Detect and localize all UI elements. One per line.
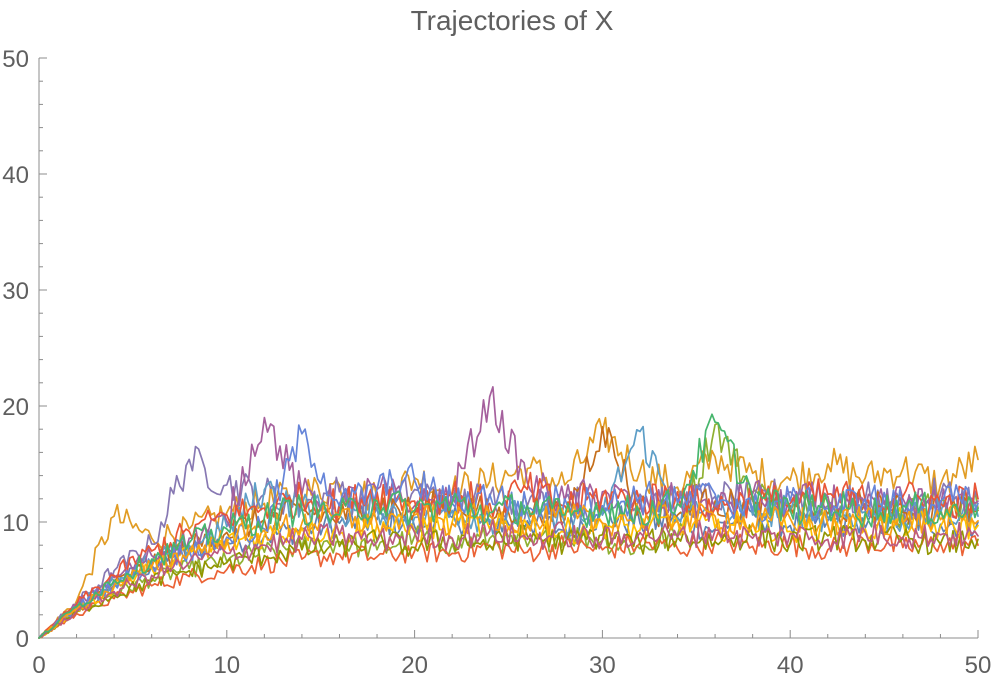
trajectory-series-line (38, 416, 979, 639)
axis-tick-labels: 0 10 20 30 40 50 0 10 20 30 40 50 (2, 46, 991, 679)
x-tick-label: 40 (777, 652, 804, 679)
x-tick-label: 50 (965, 652, 992, 679)
trajectory-series-line (38, 471, 979, 639)
x-tick-label: 20 (401, 652, 428, 679)
trajectory-series-line (38, 424, 979, 639)
y-tick-label: 20 (2, 394, 29, 421)
series-layer (38, 386, 979, 639)
chart-title: Trajectories of X (411, 5, 614, 36)
trajectory-series-line (38, 518, 979, 639)
y-tick-label: 10 (2, 510, 29, 537)
y-tick-label: 40 (2, 162, 29, 189)
trajectory-series-line (38, 413, 979, 639)
x-tick-label: 0 (32, 652, 45, 679)
y-tick-label: 30 (2, 278, 29, 305)
y-tick-label: 0 (16, 626, 29, 653)
axis-ticks (38, 57, 979, 639)
y-tick-label: 50 (2, 46, 29, 73)
x-tick-label: 30 (589, 652, 616, 679)
trajectory-series-line (38, 422, 979, 639)
x-tick-label: 10 (213, 652, 240, 679)
